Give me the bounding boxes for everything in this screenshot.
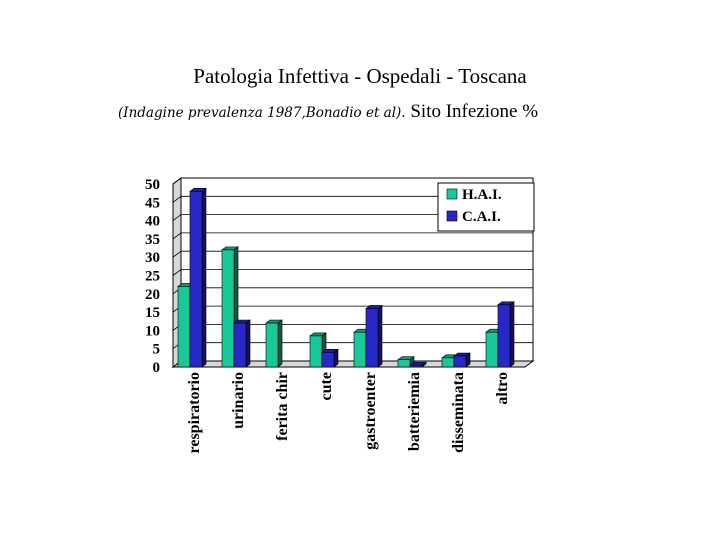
bar	[497, 304, 511, 368]
bar	[221, 249, 235, 368]
gridline	[172, 177, 533, 185]
y-tick-label: 45	[145, 195, 160, 211]
bar-side	[277, 319, 283, 368]
bar	[365, 308, 379, 368]
legend-label: C.A.I.	[462, 209, 501, 225]
gridline	[172, 269, 533, 276]
legend-swatch	[446, 210, 458, 222]
subtitle-source: (Indagine prevalenza 1987,Bonadio et al)…	[118, 105, 406, 121]
x-tick-label: ferita chir	[274, 372, 291, 441]
bar	[485, 331, 499, 368]
y-tick-label: 20	[145, 287, 160, 303]
bar	[441, 357, 455, 368]
bar	[309, 335, 323, 368]
bar	[189, 191, 203, 368]
bar-side	[377, 304, 383, 368]
bar	[177, 286, 191, 368]
bar-side	[245, 319, 251, 368]
x-tick-label: gastroenter	[362, 372, 379, 450]
x-tick-label: batteriemia	[406, 372, 423, 451]
x-tick-label: disseminata	[450, 372, 467, 453]
y-tick-label: 40	[145, 214, 160, 230]
gridline	[172, 195, 533, 203]
gridline	[172, 232, 533, 240]
x-tick-label: altro	[494, 372, 511, 405]
bar-side	[509, 301, 515, 368]
bar-side	[201, 187, 207, 368]
bar	[353, 331, 367, 368]
x-tick-label: urinario	[230, 372, 247, 429]
y-tick-label: 30	[145, 250, 160, 266]
bar	[233, 322, 247, 368]
bar	[453, 355, 467, 368]
bar	[265, 322, 279, 368]
y-tick-label: 10	[145, 323, 160, 339]
bar	[397, 359, 411, 368]
legend-swatch	[446, 188, 458, 200]
y-tick-label: 50	[145, 177, 160, 193]
y-tick-label: 25	[145, 269, 160, 285]
chart-title: Patologia Infettiva - Ospedali - Toscana	[193, 64, 527, 88]
legend-label: H.A.I.	[462, 187, 502, 203]
subtitle-measure: Sito Infezione %	[405, 101, 539, 122]
x-tick-label: cute	[318, 372, 335, 400]
y-tick-label: 0	[153, 360, 161, 376]
chart-subtitle: (Indagine prevalenza 1987,Bonadio et al)…	[118, 101, 538, 123]
y-tick-label: 5	[153, 342, 161, 358]
y-tick-label: 35	[145, 232, 160, 248]
gridline	[172, 214, 533, 221]
bar	[321, 352, 335, 368]
gridline	[172, 250, 533, 258]
x-tick-label: respiratorio	[186, 372, 203, 453]
y-tick-label: 15	[145, 305, 160, 321]
bar	[409, 364, 423, 368]
